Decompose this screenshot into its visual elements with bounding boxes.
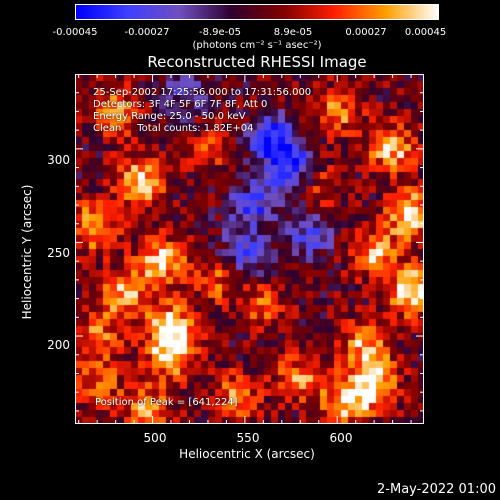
annotation-peak-position: Position of Peak = [641,224]: [95, 397, 238, 408]
y-axis-label: Heliocentric Y (arcsec): [20, 184, 34, 320]
heatmap-image: [75, 74, 424, 424]
colorbar-tick: -0.00045: [52, 27, 98, 38]
plot-frame: [75, 74, 424, 424]
colorbar-tick: 0.00027: [345, 27, 387, 38]
x-tick-label: 600: [329, 431, 353, 445]
x-axis-label: Heliocentric X (arcsec): [179, 447, 315, 461]
annotation-time-range: 25-Sep-2002 17:25:56.000 to 17:31:56.000: [93, 87, 312, 98]
annotation-detectors: Detectors: 3F 4F 5F 6F 7F 8F, Att 0: [93, 99, 268, 110]
colorbar-tick: -8.9e-05: [199, 27, 241, 38]
chart-title: Reconstructed RHESSI Image: [147, 53, 367, 71]
y-tick-label: 200: [47, 338, 70, 352]
colorbar-units: (photons cm⁻² s⁻¹ asec⁻²): [192, 40, 322, 51]
annotation-energy-range: Energy Range: 25.0 - 50.0 keV: [93, 111, 246, 122]
y-tick-label: 250: [47, 246, 70, 260]
y-tick-label: 300: [47, 153, 70, 167]
colorbar-tick: -0.00027: [124, 27, 170, 38]
annotation-clean-counts: Clean Total counts: 1.82E+04: [93, 123, 254, 134]
heatmap-plot: [75, 74, 424, 424]
colorbar-tick: 8.9e-05: [273, 27, 313, 38]
colorbar: [75, 4, 439, 20]
x-tick-label: 550: [236, 431, 260, 445]
colorbar-tick: 0.00045: [404, 27, 447, 38]
axis-ticks: [75, 74, 424, 424]
x-tick-label: 500: [143, 431, 167, 445]
datestamp: 2-May-2022 01:00: [377, 482, 496, 497]
